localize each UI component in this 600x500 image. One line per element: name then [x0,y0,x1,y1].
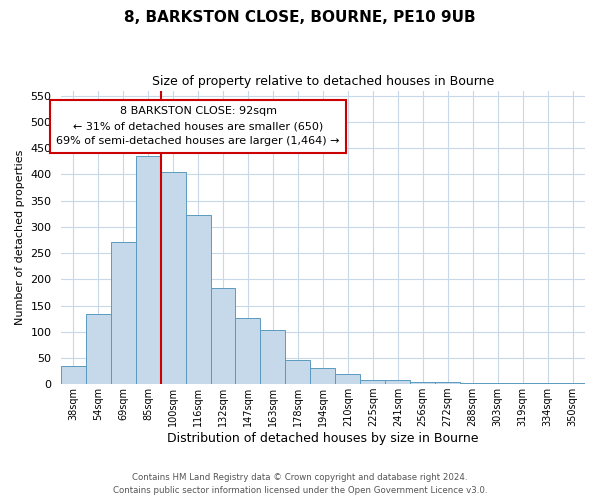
Bar [335,374,361,384]
Bar [460,382,485,384]
Bar [485,382,510,384]
Bar [435,382,460,384]
Bar [61,366,86,384]
Bar [86,314,110,384]
Bar [136,156,161,384]
X-axis label: Distribution of detached houses by size in Bourne: Distribution of detached houses by size … [167,432,479,445]
Bar [410,382,435,384]
Text: 8 BARKSTON CLOSE: 92sqm
← 31% of detached houses are smaller (650)
69% of semi-d: 8 BARKSTON CLOSE: 92sqm ← 31% of detache… [56,106,340,146]
Bar [185,216,211,384]
Bar [211,288,235,384]
Bar [560,382,585,384]
Bar [510,383,535,384]
Bar [286,360,310,384]
Bar [310,368,335,384]
Bar [385,380,410,384]
Text: Contains HM Land Registry data © Crown copyright and database right 2024.
Contai: Contains HM Land Registry data © Crown c… [113,474,487,495]
Bar [260,330,286,384]
Y-axis label: Number of detached properties: Number of detached properties [15,150,25,325]
Title: Size of property relative to detached houses in Bourne: Size of property relative to detached ho… [152,75,494,88]
Bar [235,318,260,384]
Text: 8, BARKSTON CLOSE, BOURNE, PE10 9UB: 8, BARKSTON CLOSE, BOURNE, PE10 9UB [124,10,476,25]
Bar [110,242,136,384]
Bar [361,380,385,384]
Bar [535,383,560,384]
Bar [161,172,185,384]
